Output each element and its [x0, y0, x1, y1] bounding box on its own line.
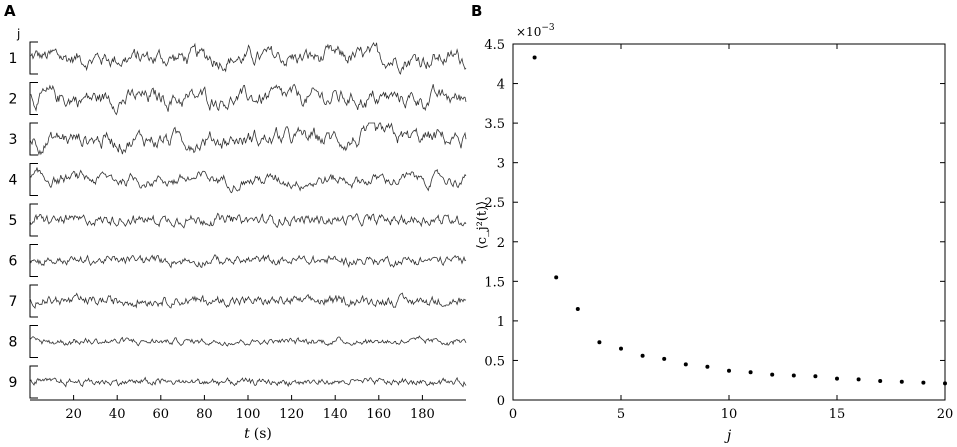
- scale-exponent: −3: [541, 23, 555, 33]
- panel-b-ticks: 0 5 10 15 20 0 0.5 1 1.5 2 2.5 3 3.5 4 4.5: [484, 38, 953, 422]
- data-point: [619, 346, 623, 351]
- row-bracket: [29, 203, 38, 237]
- row-bracket: [29, 163, 38, 196]
- data-point: [791, 373, 796, 378]
- x-tick-label: 140: [323, 407, 348, 422]
- x-tick-label: 10: [721, 407, 738, 422]
- row-axis-label: j: [16, 27, 20, 41]
- panel-a-x-ticks: 20 40 60 80 100 120 140 160 180: [65, 395, 435, 422]
- y-tick-label: 2.5: [484, 196, 505, 211]
- data-point: [856, 377, 861, 382]
- y-tick-label: 0.5: [484, 354, 505, 369]
- row-bracket: [29, 41, 38, 75]
- data-point: [770, 372, 775, 377]
- x-tick-label: 100: [236, 407, 261, 422]
- panel-b-scatter: 0 5 10 15 20 0 0.5 1 1.5 2 2.5 3 3.5 4 4.5 ×10−3 j ⟨c_…: [475, 23, 953, 444]
- y-tick-label: 4.5: [484, 38, 505, 53]
- panel-b-frame: [512, 43, 946, 401]
- x-tick-label: 120: [279, 407, 304, 422]
- data-point: [662, 356, 667, 361]
- row-label: 5: [9, 213, 18, 229]
- row-label: 9: [9, 375, 18, 391]
- row-label: 1: [9, 51, 18, 67]
- panel-a-label: A: [4, 2, 16, 20]
- data-point: [748, 370, 753, 375]
- row-label: 4: [9, 173, 18, 189]
- trace-line: [29, 292, 467, 310]
- scale-base: ×10: [516, 25, 541, 39]
- trace-line: [29, 122, 467, 156]
- data-point: [813, 374, 818, 379]
- data-point: [575, 307, 580, 312]
- row-bracket: [29, 122, 38, 156]
- row-label: 3: [9, 132, 18, 148]
- x-tick-label: 20: [937, 407, 954, 422]
- panel-b-y-label: ⟨c_j²(t)⟩: [475, 201, 490, 250]
- y-tick-label: 1: [497, 315, 505, 330]
- y-tick-label: 3: [497, 157, 505, 172]
- row-label: 8: [9, 335, 18, 351]
- row-bracket: [29, 244, 38, 277]
- panel-b-scale-label: ×10−3: [516, 23, 555, 39]
- trace-line: [29, 212, 467, 229]
- data-point: [878, 379, 883, 384]
- row-bracket: [29, 284, 38, 318]
- x-tick-label: 180: [410, 407, 435, 422]
- data-point: [532, 55, 537, 60]
- trace-rows: 1 2 3 4 5 6 7 8 9: [9, 41, 467, 399]
- trace-line: [29, 83, 467, 116]
- x-tick-label: 20: [65, 407, 82, 422]
- data-point: [943, 381, 947, 386]
- data-point: [921, 380, 926, 385]
- x-tick-label: 160: [366, 407, 391, 422]
- x-tick-label: 15: [829, 407, 846, 422]
- trace-line: [29, 335, 467, 347]
- row-bracket: [29, 82, 38, 115]
- data-point: [899, 379, 904, 384]
- data-point: [727, 368, 731, 373]
- data-point: [705, 364, 710, 369]
- data-point: [597, 340, 602, 345]
- y-tick-label: 1.5: [484, 275, 505, 290]
- panel-a-x-label-var: t: [244, 426, 250, 442]
- row-label: 7: [9, 294, 18, 310]
- row-bracket: [29, 365, 38, 399]
- data-point: [683, 362, 688, 367]
- y-tick-label: 4: [497, 78, 505, 93]
- y-tick-label: 0: [497, 394, 505, 409]
- panel-b-points: [532, 55, 947, 386]
- row-label: 2: [9, 92, 18, 108]
- panel-b-label: B: [471, 2, 482, 20]
- trace-line: [29, 376, 467, 388]
- row-bracket: [29, 325, 38, 358]
- panel-a-x-label: t (s): [244, 426, 272, 442]
- data-point: [554, 275, 559, 280]
- trace-line: [29, 254, 467, 269]
- panel-a-x-label-unit: (s): [254, 426, 272, 442]
- data-point: [835, 376, 839, 381]
- panel-a-traces: j 1 2 3 4 5 6 7 8 9 20 40 60 80 100 120 140 160 180 t (s): [9, 27, 467, 442]
- trace-line: [29, 167, 467, 194]
- trace-line: [29, 41, 467, 75]
- x-tick-label: 0: [509, 407, 517, 422]
- x-tick-label: 40: [109, 407, 126, 422]
- x-tick-label: 80: [196, 407, 213, 422]
- panel-b-x-label: j: [724, 428, 732, 444]
- data-point: [640, 353, 645, 358]
- y-tick-label: 2: [497, 236, 505, 251]
- x-tick-label: 5: [617, 407, 625, 422]
- row-label: 6: [9, 254, 18, 270]
- y-tick-label: 3.5: [484, 117, 505, 132]
- x-tick-label: 60: [153, 407, 170, 422]
